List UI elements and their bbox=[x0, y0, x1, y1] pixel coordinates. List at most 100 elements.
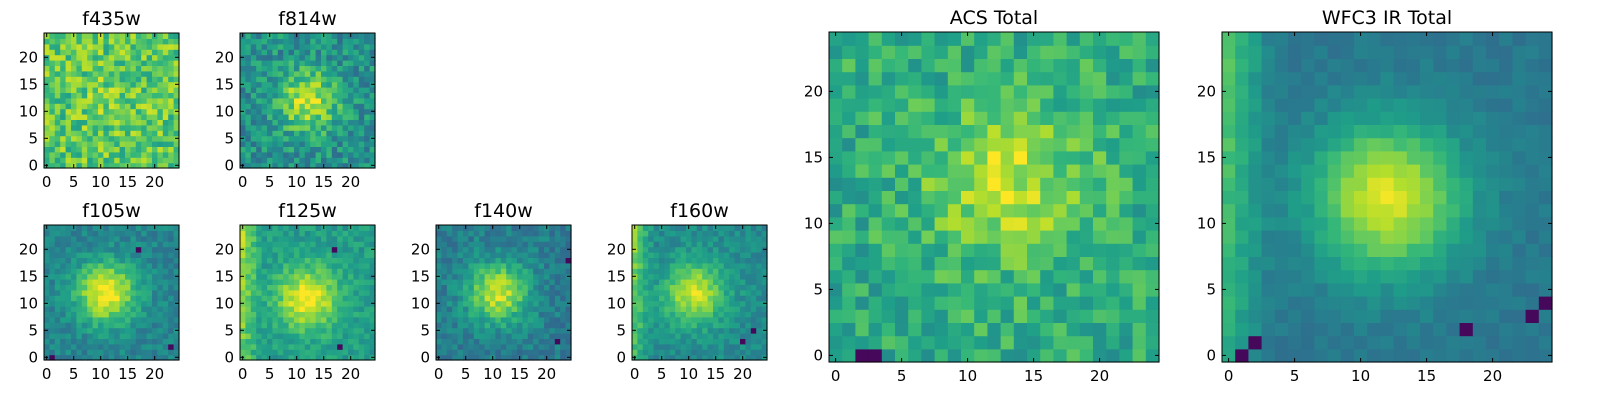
heatmap-cell bbox=[441, 273, 448, 280]
heatmap-cell bbox=[358, 33, 365, 39]
heatmap-cell bbox=[369, 241, 376, 248]
heatmap-cell bbox=[1145, 335, 1160, 350]
heatmap-cell bbox=[76, 92, 83, 99]
heatmap-cell bbox=[1261, 296, 1276, 310]
heatmap-cell bbox=[750, 225, 757, 231]
heatmap-cell bbox=[250, 141, 257, 147]
heatmap-cell bbox=[1119, 111, 1134, 125]
heatmap-cell bbox=[506, 333, 513, 339]
heatmap-cell bbox=[92, 289, 99, 296]
heatmap-cell bbox=[157, 262, 164, 269]
x-tick-label: 10 bbox=[679, 365, 698, 383]
heatmap-cell bbox=[1499, 203, 1513, 218]
heatmap-cell bbox=[130, 246, 137, 253]
heatmap-cell bbox=[750, 343, 757, 350]
heatmap-cell bbox=[908, 32, 922, 46]
heatmap-cell bbox=[750, 279, 757, 285]
heatmap-cell bbox=[1367, 269, 1381, 284]
heatmap-cell bbox=[130, 97, 137, 104]
heatmap-cell bbox=[1000, 256, 1015, 271]
heatmap-cell bbox=[71, 65, 77, 72]
heatmap-cell bbox=[696, 322, 703, 329]
heatmap-cell bbox=[961, 177, 975, 191]
heatmap-cell bbox=[49, 92, 56, 99]
heatmap-cell bbox=[642, 246, 649, 253]
heatmap-cell bbox=[146, 162, 153, 169]
heatmap-cell bbox=[637, 306, 644, 312]
heatmap-cell bbox=[484, 279, 491, 285]
heatmap-cell bbox=[868, 58, 883, 73]
heatmap-cell bbox=[141, 130, 148, 137]
heatmap-cell bbox=[60, 284, 67, 291]
heatmap-cell bbox=[277, 146, 284, 153]
heatmap-cells bbox=[44, 33, 180, 169]
heatmap-cell bbox=[560, 311, 567, 318]
heatmap-cell bbox=[842, 269, 856, 284]
heatmap-cell bbox=[71, 241, 77, 248]
heatmap-cell bbox=[294, 81, 300, 88]
heatmap-cell bbox=[272, 343, 279, 350]
heatmap-cell bbox=[554, 241, 561, 248]
heatmap-cell bbox=[337, 273, 344, 280]
heatmap-cell bbox=[358, 311, 365, 318]
heatmap-cell bbox=[734, 241, 741, 248]
heatmap-cell bbox=[761, 343, 768, 350]
heatmap-cell bbox=[299, 327, 306, 334]
heatmap-cell bbox=[315, 225, 322, 231]
heatmap-cell bbox=[675, 279, 682, 285]
heatmap-cell bbox=[675, 306, 682, 312]
heatmap-cell bbox=[245, 108, 252, 115]
heatmap-cell bbox=[1000, 111, 1015, 125]
heatmap-cell bbox=[1525, 296, 1540, 310]
heatmap-cell bbox=[691, 230, 698, 237]
heatmap-cell bbox=[908, 137, 922, 152]
heatmap-cell bbox=[1525, 256, 1540, 271]
heatmap-cell bbox=[1013, 203, 1028, 218]
heatmap-cell bbox=[842, 45, 856, 59]
y-tick-label: 15 bbox=[215, 75, 234, 93]
heatmap-cell bbox=[348, 289, 354, 296]
heatmap-cell bbox=[452, 311, 459, 318]
heatmap-cell bbox=[436, 343, 442, 350]
heatmap-cell bbox=[441, 295, 448, 302]
heatmap-cell bbox=[446, 225, 453, 231]
heatmap-cell bbox=[130, 60, 137, 66]
heatmap-cell bbox=[446, 268, 453, 275]
heatmap-cell bbox=[961, 58, 975, 73]
heatmap-cell bbox=[745, 300, 752, 307]
heatmap-cell bbox=[506, 235, 513, 242]
heatmap-cell bbox=[108, 343, 115, 350]
x-tick-label: 5 bbox=[265, 365, 275, 383]
heatmap-cell bbox=[947, 256, 962, 271]
heatmap-cell bbox=[364, 65, 371, 72]
heatmap-cell bbox=[881, 322, 896, 337]
heatmap-cell bbox=[304, 81, 311, 88]
heatmap-cell bbox=[457, 262, 464, 269]
heatmap-cell bbox=[141, 235, 148, 242]
y-tick-label: 5 bbox=[813, 280, 823, 298]
heatmap-cell bbox=[103, 327, 110, 334]
heatmap-cell bbox=[135, 306, 142, 312]
heatmap-cell bbox=[141, 108, 148, 115]
heatmap-cell bbox=[653, 327, 660, 334]
heatmap-cell bbox=[65, 252, 72, 258]
heatmap-cell bbox=[441, 327, 448, 334]
heatmap-cell bbox=[1525, 190, 1540, 205]
heatmap-cell bbox=[98, 235, 104, 242]
heatmap-cell bbox=[533, 349, 540, 356]
heatmap-cell bbox=[250, 135, 257, 142]
heatmap-cell bbox=[326, 151, 333, 158]
heatmap-cell bbox=[87, 38, 94, 45]
heatmap-cell bbox=[908, 243, 922, 257]
heatmap-cell bbox=[152, 230, 158, 237]
heatmap-cell bbox=[1093, 45, 1107, 59]
heatmap-cell bbox=[511, 225, 518, 231]
heatmap-cell bbox=[173, 235, 180, 242]
heatmap-cell bbox=[256, 49, 263, 56]
heatmap-cell bbox=[1132, 230, 1147, 244]
heatmap-cell bbox=[473, 284, 480, 291]
heatmap-cell bbox=[299, 252, 306, 258]
heatmap-cell bbox=[702, 225, 709, 231]
heatmap-cell bbox=[554, 252, 561, 258]
